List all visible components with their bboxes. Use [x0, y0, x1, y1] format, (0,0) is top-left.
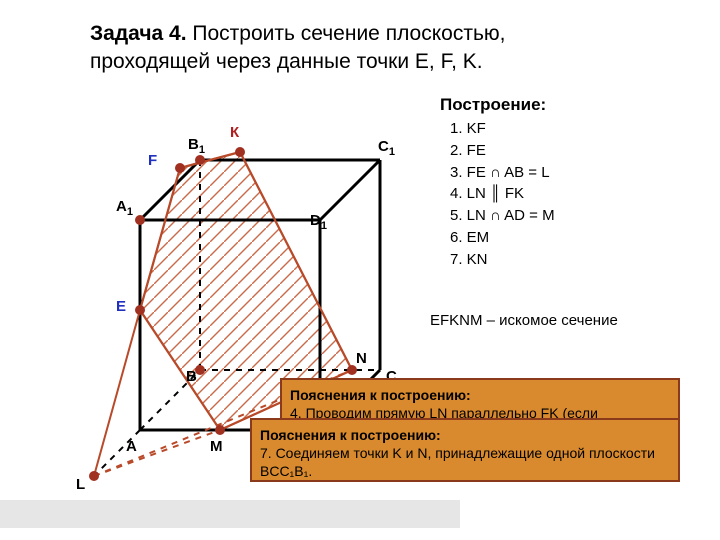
label-A1: A1	[116, 198, 133, 218]
label-D1: D1	[310, 212, 327, 232]
step: 1. KF	[450, 118, 555, 140]
label-B: B	[186, 368, 197, 385]
step: 6. EM	[450, 227, 555, 249]
label-B1: B1	[188, 136, 205, 156]
label-L: L	[76, 476, 85, 493]
construction-steps: 1. KF 2. FE 3. FE ∩ AB = L 4. LN ║ FK 5.…	[450, 118, 555, 270]
step: 5. LN ∩ AD = M	[450, 205, 555, 227]
explain2-body: 7. Соединяем точки K и N, принадлежащие …	[260, 445, 655, 479]
label-A: A	[126, 438, 137, 455]
explain1-title: Пояснения к построению:	[290, 387, 471, 403]
label-M: M	[210, 438, 223, 455]
label-K: К	[230, 124, 239, 141]
label-N: N	[356, 350, 367, 367]
step: 7. KN	[450, 249, 555, 271]
step: 3. FE ∩ AB = L	[450, 162, 555, 184]
label-F: F	[148, 152, 157, 169]
problem-number: Задача 4.	[90, 22, 187, 45]
explain-box-2: Пояснения к построению: 7. Соединяем точ…	[250, 418, 680, 482]
problem-title: Задача 4. Построить сечение плоскостью, …	[90, 20, 610, 77]
explain2-title: Пояснения к построению:	[260, 427, 441, 443]
step: 4. LN ║ FK	[450, 183, 555, 205]
label-C1: C1	[378, 138, 395, 158]
footer-band	[0, 500, 460, 528]
step: 2. FE	[450, 140, 555, 162]
result-text: EFKNM – искомое сечение	[430, 312, 618, 329]
construction-heading: Построение:	[440, 95, 546, 115]
label-E: E	[116, 298, 126, 315]
